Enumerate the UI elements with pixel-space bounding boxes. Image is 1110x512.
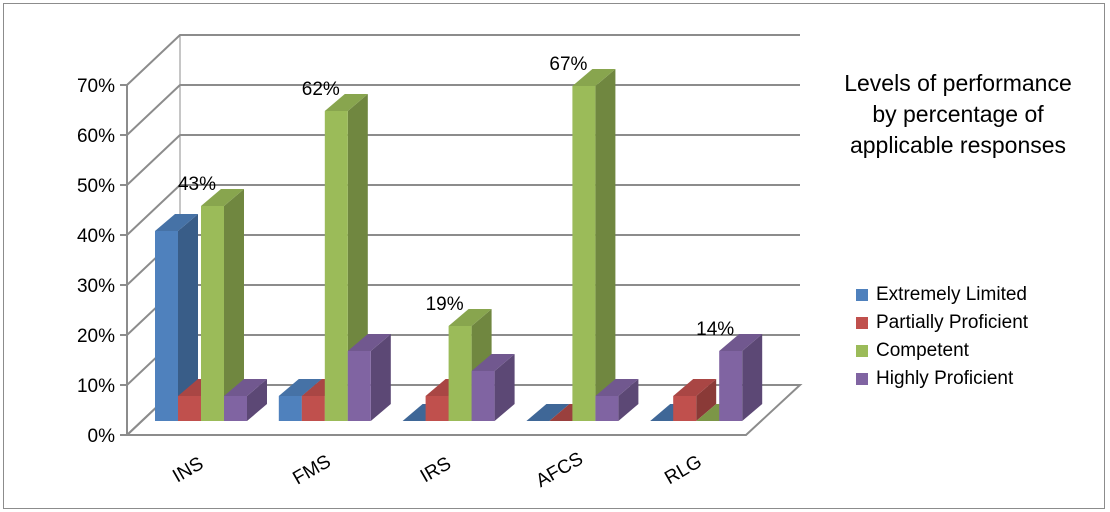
bar-floor-slab — [526, 404, 570, 421]
x-axis-label: AFCS — [532, 448, 586, 492]
bar — [155, 231, 178, 421]
bar-top — [278, 379, 322, 396]
bar — [425, 396, 449, 421]
bar — [673, 396, 697, 421]
bar-top — [448, 309, 492, 326]
bar — [471, 371, 495, 421]
bar — [719, 351, 743, 421]
bar-top — [673, 379, 717, 396]
bar — [448, 326, 472, 421]
legend-swatch — [856, 289, 868, 301]
bar — [572, 86, 596, 421]
legend-label: Partially Proficient — [876, 312, 1029, 333]
bar — [201, 206, 224, 421]
legend-item: Highly Proficient — [856, 365, 1028, 393]
legend-swatch — [856, 373, 868, 385]
bar — [324, 111, 348, 421]
legend-label: Highly Proficient — [876, 368, 1014, 389]
bar-side — [595, 69, 616, 421]
gridline — [126, 134, 800, 186]
bar-side — [247, 379, 267, 421]
bar-side — [224, 189, 244, 421]
x-axis-labels: INS FMS IRS AFCS RLG — [169, 448, 705, 492]
y-axis-ticks: 0% 10% 20% 30% 40% 50% 60% 70% — [77, 76, 127, 447]
data-label: 43% — [178, 174, 216, 195]
bar — [347, 351, 371, 421]
bar-top — [719, 334, 763, 351]
gridline — [126, 84, 800, 136]
bar — [595, 396, 619, 421]
data-label: 62% — [302, 79, 340, 100]
legend-label: Competent — [876, 340, 969, 361]
y-tick-label: 10% — [77, 376, 115, 397]
legend-item: Partially Proficient — [856, 309, 1028, 337]
legend-item: Extremely Limited — [856, 281, 1028, 309]
y-tick-label: 40% — [77, 226, 115, 247]
x-axis-label: INS — [169, 453, 207, 487]
bar-top — [201, 189, 244, 206]
legend-item: Competent — [856, 337, 1028, 365]
gridline — [126, 34, 800, 86]
data-label: 67% — [549, 54, 587, 75]
bar-top — [572, 69, 616, 86]
y-tick-label: 20% — [77, 326, 115, 347]
bar-side — [178, 214, 198, 421]
legend-swatch — [856, 345, 868, 357]
bar-side — [494, 354, 515, 421]
y-tick-label: 70% — [77, 76, 115, 97]
bar-top — [347, 334, 391, 351]
bar-side — [370, 334, 391, 421]
bar-top — [155, 214, 198, 231]
bar-top — [471, 354, 515, 371]
bar-side — [696, 379, 717, 421]
legend-label: Extremely Limited — [876, 284, 1027, 305]
bar — [301, 396, 325, 421]
bar-top — [324, 94, 368, 111]
bar — [178, 396, 201, 421]
bar-side — [742, 334, 763, 421]
data-label: 14% — [696, 319, 734, 340]
bar-top — [224, 379, 267, 396]
legend-swatch — [856, 317, 868, 329]
legend: Extremely Limited Partially Proficient Com… — [856, 281, 1028, 393]
x-axis-label: RLG — [661, 451, 705, 489]
y-tick-label: 50% — [77, 176, 115, 197]
chart-title: Levels of performance by percentage of a… — [844, 70, 1072, 158]
x-axis-label: IRS — [417, 453, 455, 487]
y-tick-label: 60% — [77, 126, 115, 147]
bar — [278, 396, 302, 421]
y-tick-label: 0% — [88, 426, 116, 447]
data-label: 19% — [426, 294, 464, 315]
x-axis-label: FMS — [289, 451, 334, 489]
bar — [224, 396, 247, 421]
bar-side — [618, 379, 639, 421]
bars — [155, 69, 763, 421]
y-tick-label: 30% — [77, 276, 115, 297]
data-labels: 43% 62% 19% 67% 14% — [178, 54, 734, 340]
bar-top — [595, 379, 639, 396]
